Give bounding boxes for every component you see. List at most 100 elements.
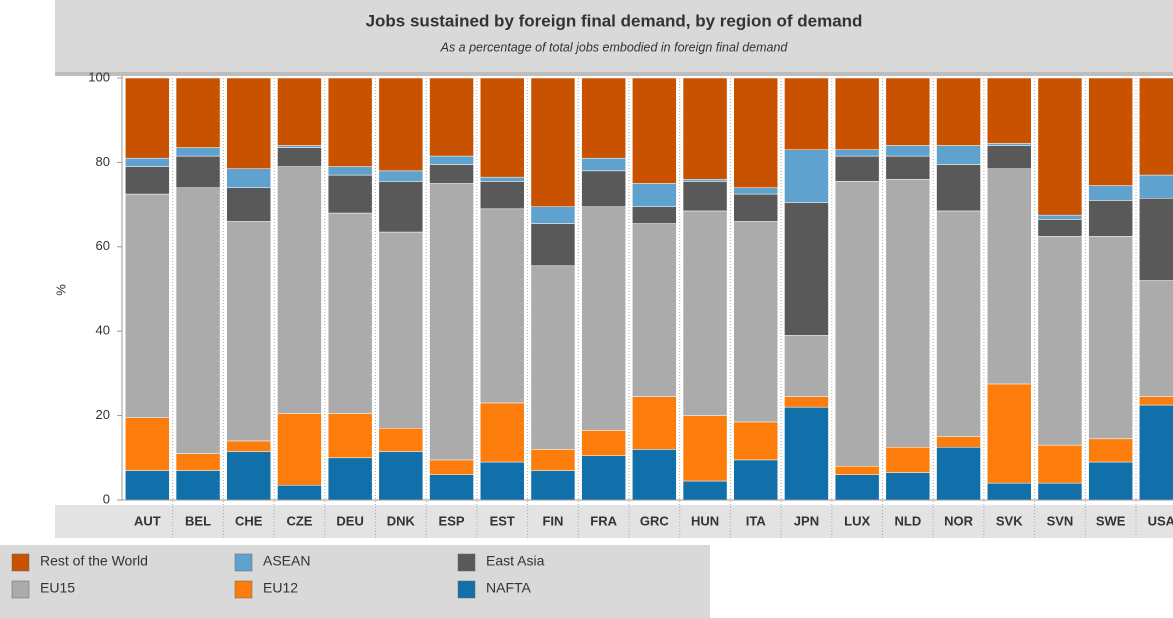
x-tick-label: FRA bbox=[590, 513, 617, 528]
bar-segment bbox=[125, 157, 170, 167]
bar-segment bbox=[682, 210, 728, 416]
bar-segment bbox=[378, 181, 424, 233]
bar-segment bbox=[834, 77, 880, 150]
bar-segment bbox=[327, 174, 373, 214]
y-tick-label: 20 bbox=[96, 407, 110, 422]
bar-segment bbox=[1088, 185, 1133, 201]
bar-segment bbox=[885, 145, 931, 157]
bar-segment bbox=[480, 461, 525, 501]
x-tick-label: HUN bbox=[691, 513, 719, 528]
bar-segment bbox=[784, 396, 829, 408]
bar-segment bbox=[277, 166, 322, 414]
legend-box bbox=[0, 545, 710, 618]
bar-segment bbox=[530, 206, 576, 224]
x-tick-label: USA bbox=[1148, 513, 1173, 528]
bar-segment bbox=[1037, 219, 1083, 237]
y-tick-label: 0 bbox=[103, 491, 110, 506]
legend-label: NAFTA bbox=[486, 580, 532, 596]
legend-swatch bbox=[457, 553, 476, 572]
x-tick-label: ESP bbox=[439, 513, 465, 528]
bar-segment bbox=[175, 147, 221, 157]
bar-segment bbox=[1088, 438, 1133, 463]
bar-segment bbox=[784, 202, 829, 336]
bar-segment bbox=[936, 145, 981, 165]
bar-segment bbox=[784, 149, 829, 203]
legend-label: EU12 bbox=[263, 580, 298, 596]
bar-segment bbox=[277, 147, 322, 167]
bar-segment bbox=[429, 459, 474, 475]
x-tick-label: AUT bbox=[134, 513, 161, 528]
bar-segment bbox=[682, 181, 728, 212]
bar-segment bbox=[1139, 280, 1173, 397]
bar-segment bbox=[733, 421, 778, 461]
bar-segment bbox=[885, 447, 931, 473]
legend-swatch bbox=[11, 553, 30, 572]
bar-segment bbox=[1088, 77, 1133, 186]
bar-segment bbox=[429, 77, 474, 157]
bar-segment bbox=[277, 413, 322, 486]
bar-segment bbox=[1139, 174, 1173, 199]
bar-segment bbox=[987, 145, 1032, 169]
bar-segment bbox=[530, 77, 576, 207]
bar-segment bbox=[632, 396, 677, 450]
x-tick-label: SWE bbox=[1096, 513, 1126, 528]
bar-segment bbox=[226, 168, 271, 188]
bar-segment bbox=[175, 77, 221, 148]
bar-segment bbox=[784, 335, 829, 397]
bar-segment bbox=[429, 164, 474, 184]
bar-segment bbox=[125, 470, 170, 501]
legend-label: EU15 bbox=[40, 580, 75, 596]
x-axis-band bbox=[55, 505, 1173, 538]
bar-segment bbox=[175, 155, 221, 188]
bar-segment bbox=[125, 417, 170, 471]
title-band bbox=[55, 0, 1173, 72]
bar-segment bbox=[733, 193, 778, 222]
bar-segment bbox=[632, 77, 677, 184]
chart-title: Jobs sustained by foreign final demand, … bbox=[366, 11, 863, 30]
bar-segment bbox=[834, 181, 880, 467]
y-tick-label: 80 bbox=[96, 154, 110, 169]
x-tick-label: SVN bbox=[1047, 513, 1074, 528]
bar-segment bbox=[429, 474, 474, 501]
bar-segment bbox=[277, 484, 322, 501]
bar-segment bbox=[480, 181, 525, 210]
bar-segment bbox=[226, 77, 271, 169]
bar-segment bbox=[834, 474, 880, 501]
bar-segment bbox=[125, 77, 170, 159]
bar-segment bbox=[1139, 77, 1173, 176]
bar-segment bbox=[784, 77, 829, 150]
bar-segment bbox=[682, 415, 728, 482]
x-tick-label: NOR bbox=[944, 513, 974, 528]
bar-segment bbox=[378, 170, 424, 182]
legend-label: East Asia bbox=[486, 553, 545, 569]
bar-segment bbox=[327, 457, 373, 501]
x-tick-label: DNK bbox=[387, 513, 416, 528]
bar-segment bbox=[226, 451, 271, 501]
bar-segment bbox=[987, 168, 1032, 385]
x-tick-label: DEU bbox=[336, 513, 363, 528]
legend-swatch bbox=[234, 580, 253, 599]
bar-segment bbox=[834, 149, 880, 157]
bar-segment bbox=[1037, 444, 1083, 484]
bar-segment bbox=[581, 206, 626, 431]
bar-segment bbox=[277, 77, 322, 146]
bar-segment bbox=[581, 77, 626, 159]
bar-segment bbox=[125, 166, 170, 195]
y-axis-label: % bbox=[53, 284, 68, 296]
bar-segment bbox=[1088, 461, 1133, 501]
bar-segment bbox=[987, 482, 1032, 501]
bar-segment bbox=[530, 449, 576, 471]
bar-segment bbox=[987, 77, 1032, 144]
bar-segment bbox=[936, 436, 981, 448]
bar-segment bbox=[834, 465, 880, 475]
title-rule bbox=[55, 72, 1173, 76]
bar-segment bbox=[226, 440, 271, 452]
bar-segment bbox=[125, 193, 170, 418]
bar-segment bbox=[226, 221, 271, 442]
bar-segment bbox=[581, 170, 626, 207]
bar-segment bbox=[682, 77, 728, 180]
bar-segment bbox=[834, 155, 880, 182]
bar-segment bbox=[378, 231, 424, 429]
bar-segment bbox=[632, 449, 677, 501]
